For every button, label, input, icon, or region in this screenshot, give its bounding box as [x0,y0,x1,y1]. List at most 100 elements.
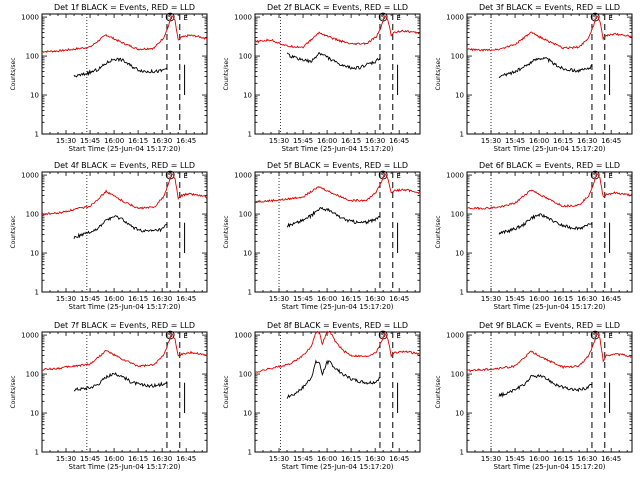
y-tick-label: 10 [243,250,252,258]
y-tick-label: 100 [239,371,252,379]
x-tick-label: 16:15 [553,455,573,463]
lld-series-line [466,332,633,373]
x-tick-label: 15:45 [293,137,313,145]
s-marker-label: S [381,14,386,22]
x-tick-label: 15:45 [80,455,100,463]
e-marker-label: E [608,14,612,22]
panel-title: Det 8f BLACK = Events, RED = LLD [267,321,408,330]
y-axis-label: Counts/sec [10,215,17,248]
y-axis-label: Counts/sec [10,57,17,90]
y-tick-label: 10 [455,92,464,100]
e-marker-label: E [183,172,187,180]
y-tick-label: 100 [451,53,464,61]
x-tick-label: 15:30 [481,137,501,145]
plot-frame [254,331,421,453]
e-marker-label: E [608,332,612,340]
plot-frame [466,331,633,453]
y-axis-label: Counts/sec [435,215,442,248]
x-tick-label: 15:30 [269,295,289,303]
e-marker-label: E [183,332,187,340]
y-tick-label: 1000 [446,172,464,180]
y-tick-label: 100 [239,53,252,61]
x-tick-label: 16:00 [317,295,337,303]
x-tick-label: 16:30 [577,137,597,145]
detector-panel-9: Det 9f BLACK = Events, RED = LLD 1 10 100 10… [435,321,633,471]
y-tick-label: 10 [30,92,39,100]
y-tick-label: 1000 [234,172,252,180]
panel-title: Det 3f BLACK = Events, RED = LLD [479,3,620,12]
x-tick-label: 16:00 [529,295,549,303]
y-tick-label: 1 [460,131,464,139]
events-series-line [286,51,381,70]
y-tick-label: 10 [30,250,39,258]
x-axis-label: Start Time (25-Jun-04 15:17:20) [494,303,606,311]
x-tick-label: 15:45 [505,295,525,303]
plot-frame [466,171,633,293]
plot-frame [254,171,421,293]
y-tick-label: 10 [455,250,464,258]
y-tick-label: 100 [26,53,39,61]
y-tick-label: 1000 [234,14,252,22]
x-tick-label: 16:00 [317,455,337,463]
x-tick-label: 16:30 [365,455,385,463]
x-tick-label: 16:30 [152,455,172,463]
x-tick-label: 16:30 [577,295,597,303]
x-axis-label: Start Time (25-Jun-04 15:17:20) [282,145,394,153]
x-tick-label: 16:00 [529,455,549,463]
y-tick-label: 1000 [21,14,39,22]
s-marker-label: S [593,332,598,340]
x-tick-label: 16:15 [128,295,148,303]
plot-frame [466,13,633,135]
events-series-line [498,56,593,79]
x-tick-label: 16:00 [104,137,124,145]
s-marker-circle [378,330,388,340]
y-axis-label: Counts/sec [435,57,442,90]
e-marker-label: E [396,172,400,180]
x-tick-label: 16:15 [553,137,573,145]
x-tick-label: 16:45 [389,295,409,303]
y-tick-label: 1 [460,289,464,297]
x-tick-label: 15:45 [505,455,525,463]
events-series-line [498,374,593,398]
x-axis-label: Start Time (25-Jun-04 15:17:20) [282,463,394,471]
y-tick-label: 100 [26,371,39,379]
s-marker-circle [378,170,388,180]
panel-title: Det 6f BLACK = Events, RED = LLD [479,161,620,170]
y-tick-label: 10 [243,92,252,100]
lld-series-line [41,15,208,53]
x-tick-label: 15:45 [293,295,313,303]
panel-title: Det 1f BLACK = Events, RED = LLD [54,3,195,12]
x-axis-label: Start Time (25-Jun-04 15:17:20) [69,463,181,471]
s-marker-label: S [168,14,173,22]
x-tick-label: 15:30 [56,295,76,303]
plot-frame [41,331,208,453]
detector-panel-1: Det 1f BLACK = Events, RED = LLD 1 10 100 10… [10,3,208,153]
x-tick-label: 15:45 [80,137,100,145]
x-tick-label: 16:45 [176,137,196,145]
x-tick-label: 15:30 [269,137,289,145]
y-tick-label: 1000 [21,172,39,180]
x-tick-label: 16:15 [128,137,148,145]
events-series-line [286,359,381,399]
panel-title: Det 9f BLACK = Events, RED = LLD [479,321,620,330]
events-series-line [73,371,168,392]
x-tick-label: 16:45 [389,455,409,463]
y-tick-label: 10 [243,410,252,418]
y-tick-label: 1 [35,449,39,457]
y-tick-label: 100 [451,371,464,379]
x-tick-label: 16:15 [553,295,573,303]
x-tick-label: 15:30 [269,455,289,463]
e-marker-label: E [183,14,187,22]
x-tick-label: 16:15 [341,137,361,145]
plot-frame [41,13,208,135]
x-tick-label: 15:45 [293,455,313,463]
x-tick-label: 15:45 [505,137,525,145]
detector-panel-7: Det 7f BLACK = Events, RED = LLD 1 10 100 10… [10,321,208,471]
x-tick-label: 16:00 [104,295,124,303]
x-tick-label: 16:15 [341,455,361,463]
panel-title: Det 4f BLACK = Events, RED = LLD [54,161,195,170]
detector-panel-4: Det 4f BLACK = Events, RED = LLD 1 10 100 10… [10,161,208,311]
e-marker-label: E [396,14,400,22]
detector-panel-6: Det 6f BLACK = Events, RED = LLD 1 10 100 10… [435,161,633,311]
y-tick-label: 1 [248,289,252,297]
